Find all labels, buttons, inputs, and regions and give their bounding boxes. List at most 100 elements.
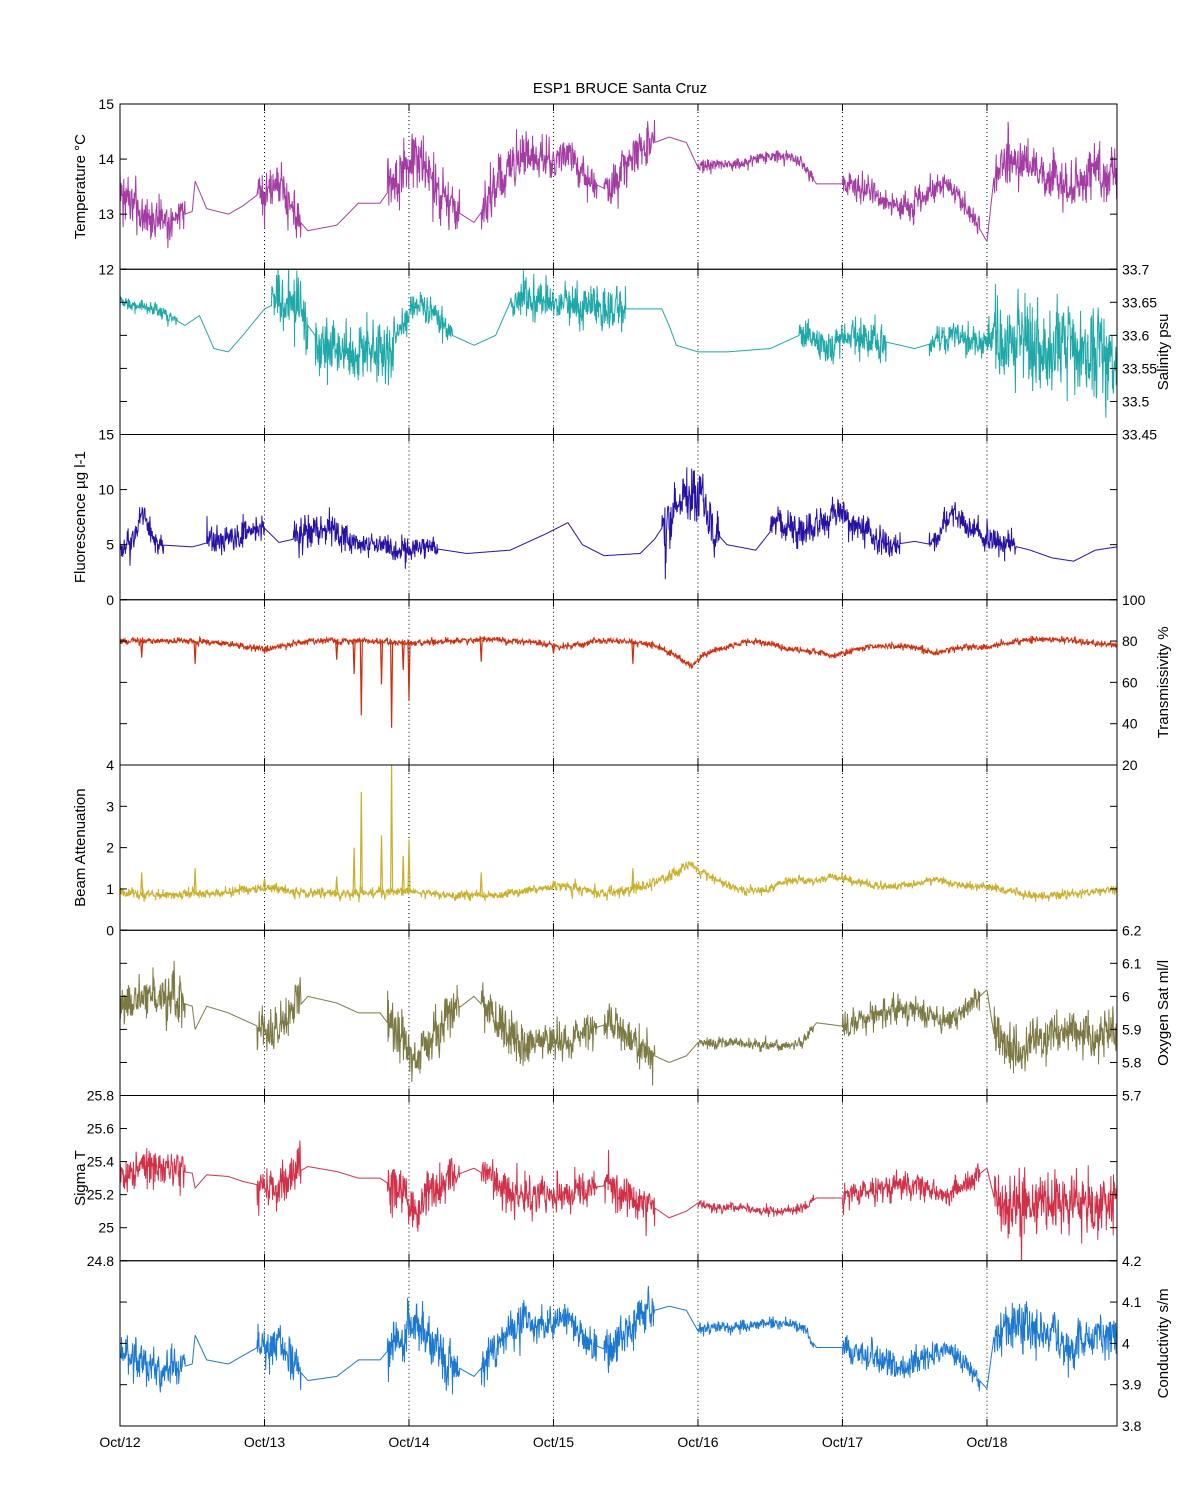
y-tick-label: 3.9 [1122,1377,1142,1393]
y-axis-label: Salinity psu [1155,314,1172,391]
series-line [120,1140,1117,1261]
series-spike [407,643,411,702]
series-spike [359,791,363,894]
series-line [120,960,1117,1086]
y-tick-label: 25.8 [87,1088,114,1104]
panel-8: 3.8 3.9 4 4.1 4.2 Conductivity s/m [119,1253,1172,1434]
y-tick-label: 4 [106,757,114,773]
x-tick-label: Oct/18 [966,1434,1007,1450]
series-spike [335,641,339,660]
y-tick-label: 20 [1122,757,1138,773]
panel-4: 20 40 60 80 100 Transmissivity % [119,592,1172,773]
series-spike [379,641,384,685]
panel-7: 24.8 25 25.2 25.4 25.6 25.8 Sigma T [72,1088,1118,1269]
series-spike [193,641,197,664]
y-tick-label: 13 [98,206,114,222]
panel-6: 5.7 5.8 5.9 6 6.1 6.2 Oxygen Sat ml/l [119,922,1172,1104]
y-tick-label: 4 [1122,1335,1130,1351]
series-line [120,119,1117,249]
x-tick-label: Oct/13 [244,1434,285,1450]
y-axis-label: Beam Attenuation [72,788,89,906]
y-tick-label: 3.8 [1122,1418,1142,1434]
y-tick-label: 25 [98,1220,114,1236]
y-axis-label: Sigma T [72,1150,89,1206]
x-tick-label: Oct/17 [822,1434,863,1450]
y-tick-label: 100 [1122,592,1146,608]
x-tick-label: Oct/15 [533,1434,574,1450]
y-tick-label: 5.7 [1122,1088,1142,1104]
y-tick-label: 10 [98,482,114,498]
series-spike [335,876,339,894]
series-spike [379,835,384,893]
y-tick-label: 12 [98,261,114,277]
y-tick-label: 33.45 [1122,427,1157,443]
y-axis-label: Transmissivity % [1155,626,1172,738]
y-tick-label: 5 [106,537,114,553]
y-tick-label: 6 [1122,988,1130,1004]
y-tick-label: 4.1 [1122,1294,1142,1310]
y-tick-label: 33.7 [1122,261,1149,277]
y-tick-label: 1 [106,881,114,897]
panel-1: 12 13 14 15 Temperature °C [72,96,1118,277]
y-tick-label: 0 [106,922,114,938]
y-tick-label: 25.6 [87,1121,114,1137]
series-spike [262,878,267,887]
x-tick-label: Oct/12 [99,1434,140,1450]
y-axis-label: Conductivity s/m [1155,1288,1172,1398]
series-spike [401,642,405,671]
y-tick-label: 15 [98,427,114,443]
series-spike [359,641,363,716]
y-tick-label: 3 [106,798,114,814]
y-tick-label: 40 [1122,716,1138,732]
panel-3: 0 5 10 15 Fluorescence µg l-1 [72,427,1118,608]
series-spike [193,868,197,894]
y-tick-label: 5.9 [1122,1021,1142,1037]
series-spike [479,639,483,662]
series-spike [352,847,356,894]
y-tick-label: 33.65 [1122,294,1157,310]
series-spike [390,765,394,892]
y-tick-label: 33.55 [1122,360,1157,376]
y-tick-label: 25.4 [87,1154,114,1170]
y-tick-label: 24.8 [87,1253,114,1269]
y-tick-label: 0 [106,592,114,608]
y-tick-label: 2 [106,840,114,856]
series-line [120,269,1117,418]
series-line [120,467,1117,580]
y-axis-label: Temperature °C [72,134,89,239]
y-tick-label: 80 [1122,633,1138,649]
series-spike [140,641,144,658]
y-tick-label: 15 [98,96,114,112]
series-line [120,861,1117,903]
series-spike [390,642,394,728]
series-line [120,1285,1117,1395]
y-axis-label: Fluorescence µg l-1 [72,451,89,583]
series-spike [407,839,411,892]
panel-frame [119,434,1118,601]
y-tick-label: 5.8 [1122,1054,1142,1070]
y-tick-label: 6.2 [1122,922,1142,938]
chart-title: ESP1 BRUCE Santa Cruz [533,80,707,97]
series-spike [479,872,483,896]
series-spike [551,645,556,654]
y-tick-label: 33.6 [1122,327,1149,343]
series-spike [401,855,405,892]
series-spike [631,642,635,664]
series-spike [551,880,556,887]
panel-5: 0 1 2 3 4 Beam Attenuation [72,757,1118,938]
x-tick-label: Oct/14 [388,1434,429,1450]
y-tick-label: 33.5 [1122,393,1149,409]
y-tick-label: 4.2 [1122,1253,1142,1269]
series-spike [140,872,144,895]
panel-frame [119,764,1118,931]
series-spike [631,868,635,889]
panel-2: 33.45 33.5 33.55 33.6 33.65 33.7 Salinity psu [119,261,1172,443]
y-axis-label: Oxygen Sat ml/l [1155,960,1172,1066]
y-tick-label: 60 [1122,674,1138,690]
y-tick-label: 14 [98,151,114,167]
series-spike [262,649,267,654]
y-tick-label: 25.2 [87,1187,114,1203]
y-tick-label: 6.1 [1122,955,1142,971]
